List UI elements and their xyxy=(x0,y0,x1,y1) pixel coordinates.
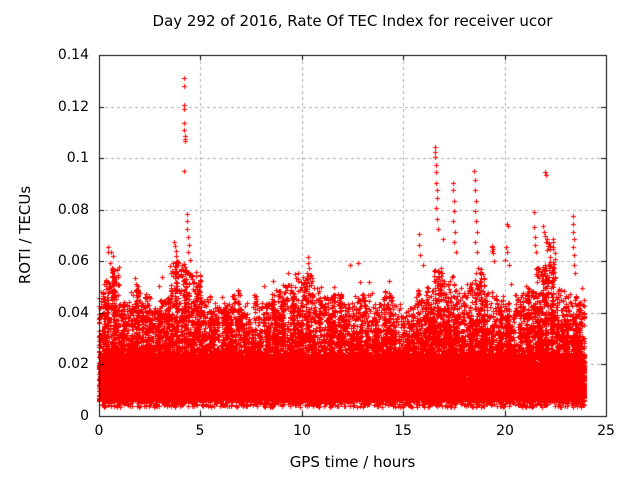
x-tick-label: 25 xyxy=(597,423,615,439)
x-tick-label: 5 xyxy=(195,423,205,439)
y-tick-label: 0.04 xyxy=(57,305,89,321)
x-tick-label: 15 xyxy=(394,423,412,439)
chart-title: Day 292 of 2016, Rate Of TEC Index for r… xyxy=(152,12,553,30)
x-tick-label: 20 xyxy=(496,423,514,439)
y-tick-label: 0 xyxy=(80,408,89,424)
y-tick-label: 0.12 xyxy=(57,99,89,115)
x-tick-label: 0 xyxy=(94,423,104,439)
x-tick-label: 10 xyxy=(293,423,311,439)
y-tick-label: 0.14 xyxy=(57,47,89,63)
y-tick-label: 0.02 xyxy=(57,356,89,372)
x-axis-title: GPS time / hours xyxy=(289,453,416,471)
y-tick-label: 0.1 xyxy=(66,150,89,166)
y-tick-label: 0.08 xyxy=(57,202,89,218)
y-tick-label: 0.06 xyxy=(57,253,89,269)
